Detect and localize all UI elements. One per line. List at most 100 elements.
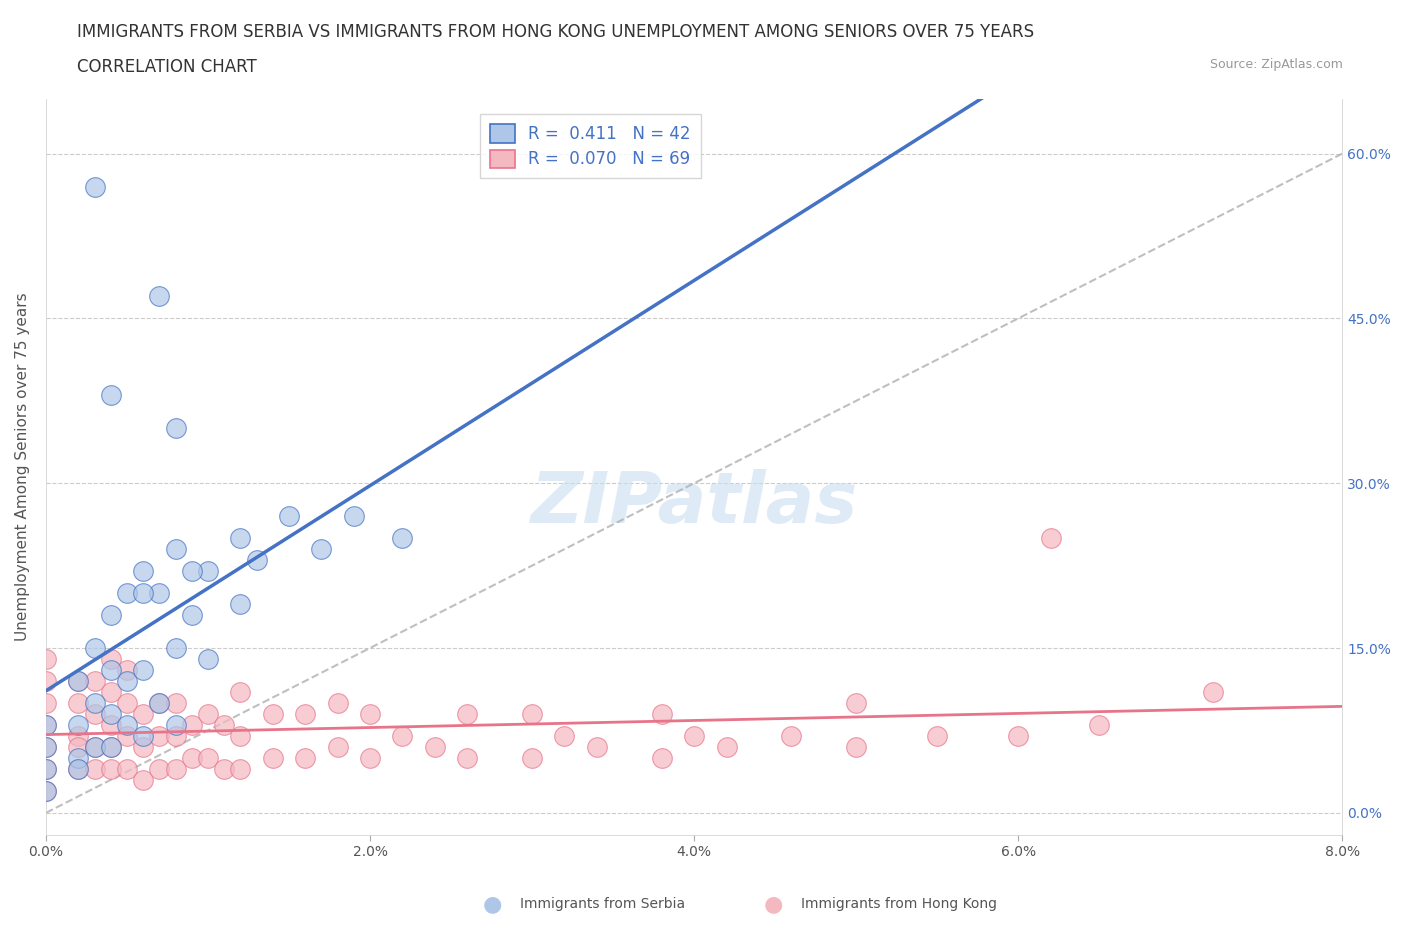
Point — [229, 684, 252, 699]
Point — [278, 509, 301, 524]
Point — [115, 717, 138, 732]
Point — [1201, 684, 1223, 699]
Point — [132, 773, 155, 788]
Point — [180, 607, 202, 622]
Point — [115, 662, 138, 677]
Text: IMMIGRANTS FROM SERBIA VS IMMIGRANTS FROM HONG KONG UNEMPLOYMENT AMONG SENIORS O: IMMIGRANTS FROM SERBIA VS IMMIGRANTS FRO… — [77, 23, 1035, 41]
Point — [67, 739, 90, 754]
Point — [67, 762, 90, 777]
Point — [132, 564, 155, 578]
Point — [212, 717, 235, 732]
Point — [100, 607, 122, 622]
Point — [35, 717, 58, 732]
Text: Immigrants from Serbia: Immigrants from Serbia — [520, 897, 685, 911]
Point — [343, 509, 366, 524]
Point — [165, 728, 187, 743]
Point — [83, 707, 105, 722]
Point — [100, 762, 122, 777]
Point — [67, 728, 90, 743]
Point — [67, 673, 90, 688]
Point — [423, 739, 446, 754]
Point — [83, 762, 105, 777]
Point — [229, 531, 252, 546]
Point — [391, 531, 413, 546]
Point — [1039, 531, 1062, 546]
Point — [35, 783, 58, 798]
Point — [651, 751, 673, 765]
Point — [165, 762, 187, 777]
Text: CORRELATION CHART: CORRELATION CHART — [77, 58, 257, 75]
Point — [35, 652, 58, 667]
Point — [100, 707, 122, 722]
Point — [100, 652, 122, 667]
Point — [262, 751, 284, 765]
Point — [212, 762, 235, 777]
Point — [148, 289, 170, 304]
Point — [83, 179, 105, 194]
Point — [148, 586, 170, 601]
Point — [845, 739, 868, 754]
Point — [35, 762, 58, 777]
Point — [100, 739, 122, 754]
Point — [845, 696, 868, 711]
Point — [148, 696, 170, 711]
Point — [294, 707, 316, 722]
Point — [35, 673, 58, 688]
Point — [115, 586, 138, 601]
Point — [359, 707, 381, 722]
Point — [180, 564, 202, 578]
Point — [197, 652, 219, 667]
Point — [148, 762, 170, 777]
Text: ZIPatlas: ZIPatlas — [530, 469, 858, 538]
Point — [165, 641, 187, 656]
Point — [148, 696, 170, 711]
Point — [67, 696, 90, 711]
Point — [165, 696, 187, 711]
Point — [115, 762, 138, 777]
Point — [35, 762, 58, 777]
Point — [67, 673, 90, 688]
Point — [35, 739, 58, 754]
Point — [35, 696, 58, 711]
Point — [132, 739, 155, 754]
Point — [197, 707, 219, 722]
Point — [683, 728, 706, 743]
Text: Immigrants from Hong Kong: Immigrants from Hong Kong — [801, 897, 997, 911]
Point — [165, 421, 187, 436]
Point — [100, 684, 122, 699]
Point — [35, 739, 58, 754]
Point — [67, 717, 90, 732]
Point — [115, 696, 138, 711]
Point — [262, 707, 284, 722]
Point — [148, 728, 170, 743]
Point — [520, 707, 543, 722]
Point — [132, 586, 155, 601]
Point — [83, 673, 105, 688]
Text: ●: ● — [763, 894, 783, 914]
Point — [83, 641, 105, 656]
Point — [83, 739, 105, 754]
Point — [132, 707, 155, 722]
Point — [359, 751, 381, 765]
Point — [586, 739, 609, 754]
Point — [180, 751, 202, 765]
Point — [229, 597, 252, 612]
Point — [100, 739, 122, 754]
Legend: R =  0.411   N = 42, R =  0.070   N = 69: R = 0.411 N = 42, R = 0.070 N = 69 — [479, 114, 700, 179]
Point — [197, 564, 219, 578]
Point — [1088, 717, 1111, 732]
Point — [83, 739, 105, 754]
Point — [100, 717, 122, 732]
Point — [83, 696, 105, 711]
Point — [132, 728, 155, 743]
Point — [246, 552, 269, 567]
Point — [520, 751, 543, 765]
Point — [456, 751, 478, 765]
Y-axis label: Unemployment Among Seniors over 75 years: Unemployment Among Seniors over 75 years — [15, 292, 30, 641]
Point — [326, 696, 349, 711]
Point — [115, 673, 138, 688]
Text: Source: ZipAtlas.com: Source: ZipAtlas.com — [1209, 58, 1343, 71]
Point — [165, 717, 187, 732]
Point — [180, 717, 202, 732]
Point — [927, 728, 949, 743]
